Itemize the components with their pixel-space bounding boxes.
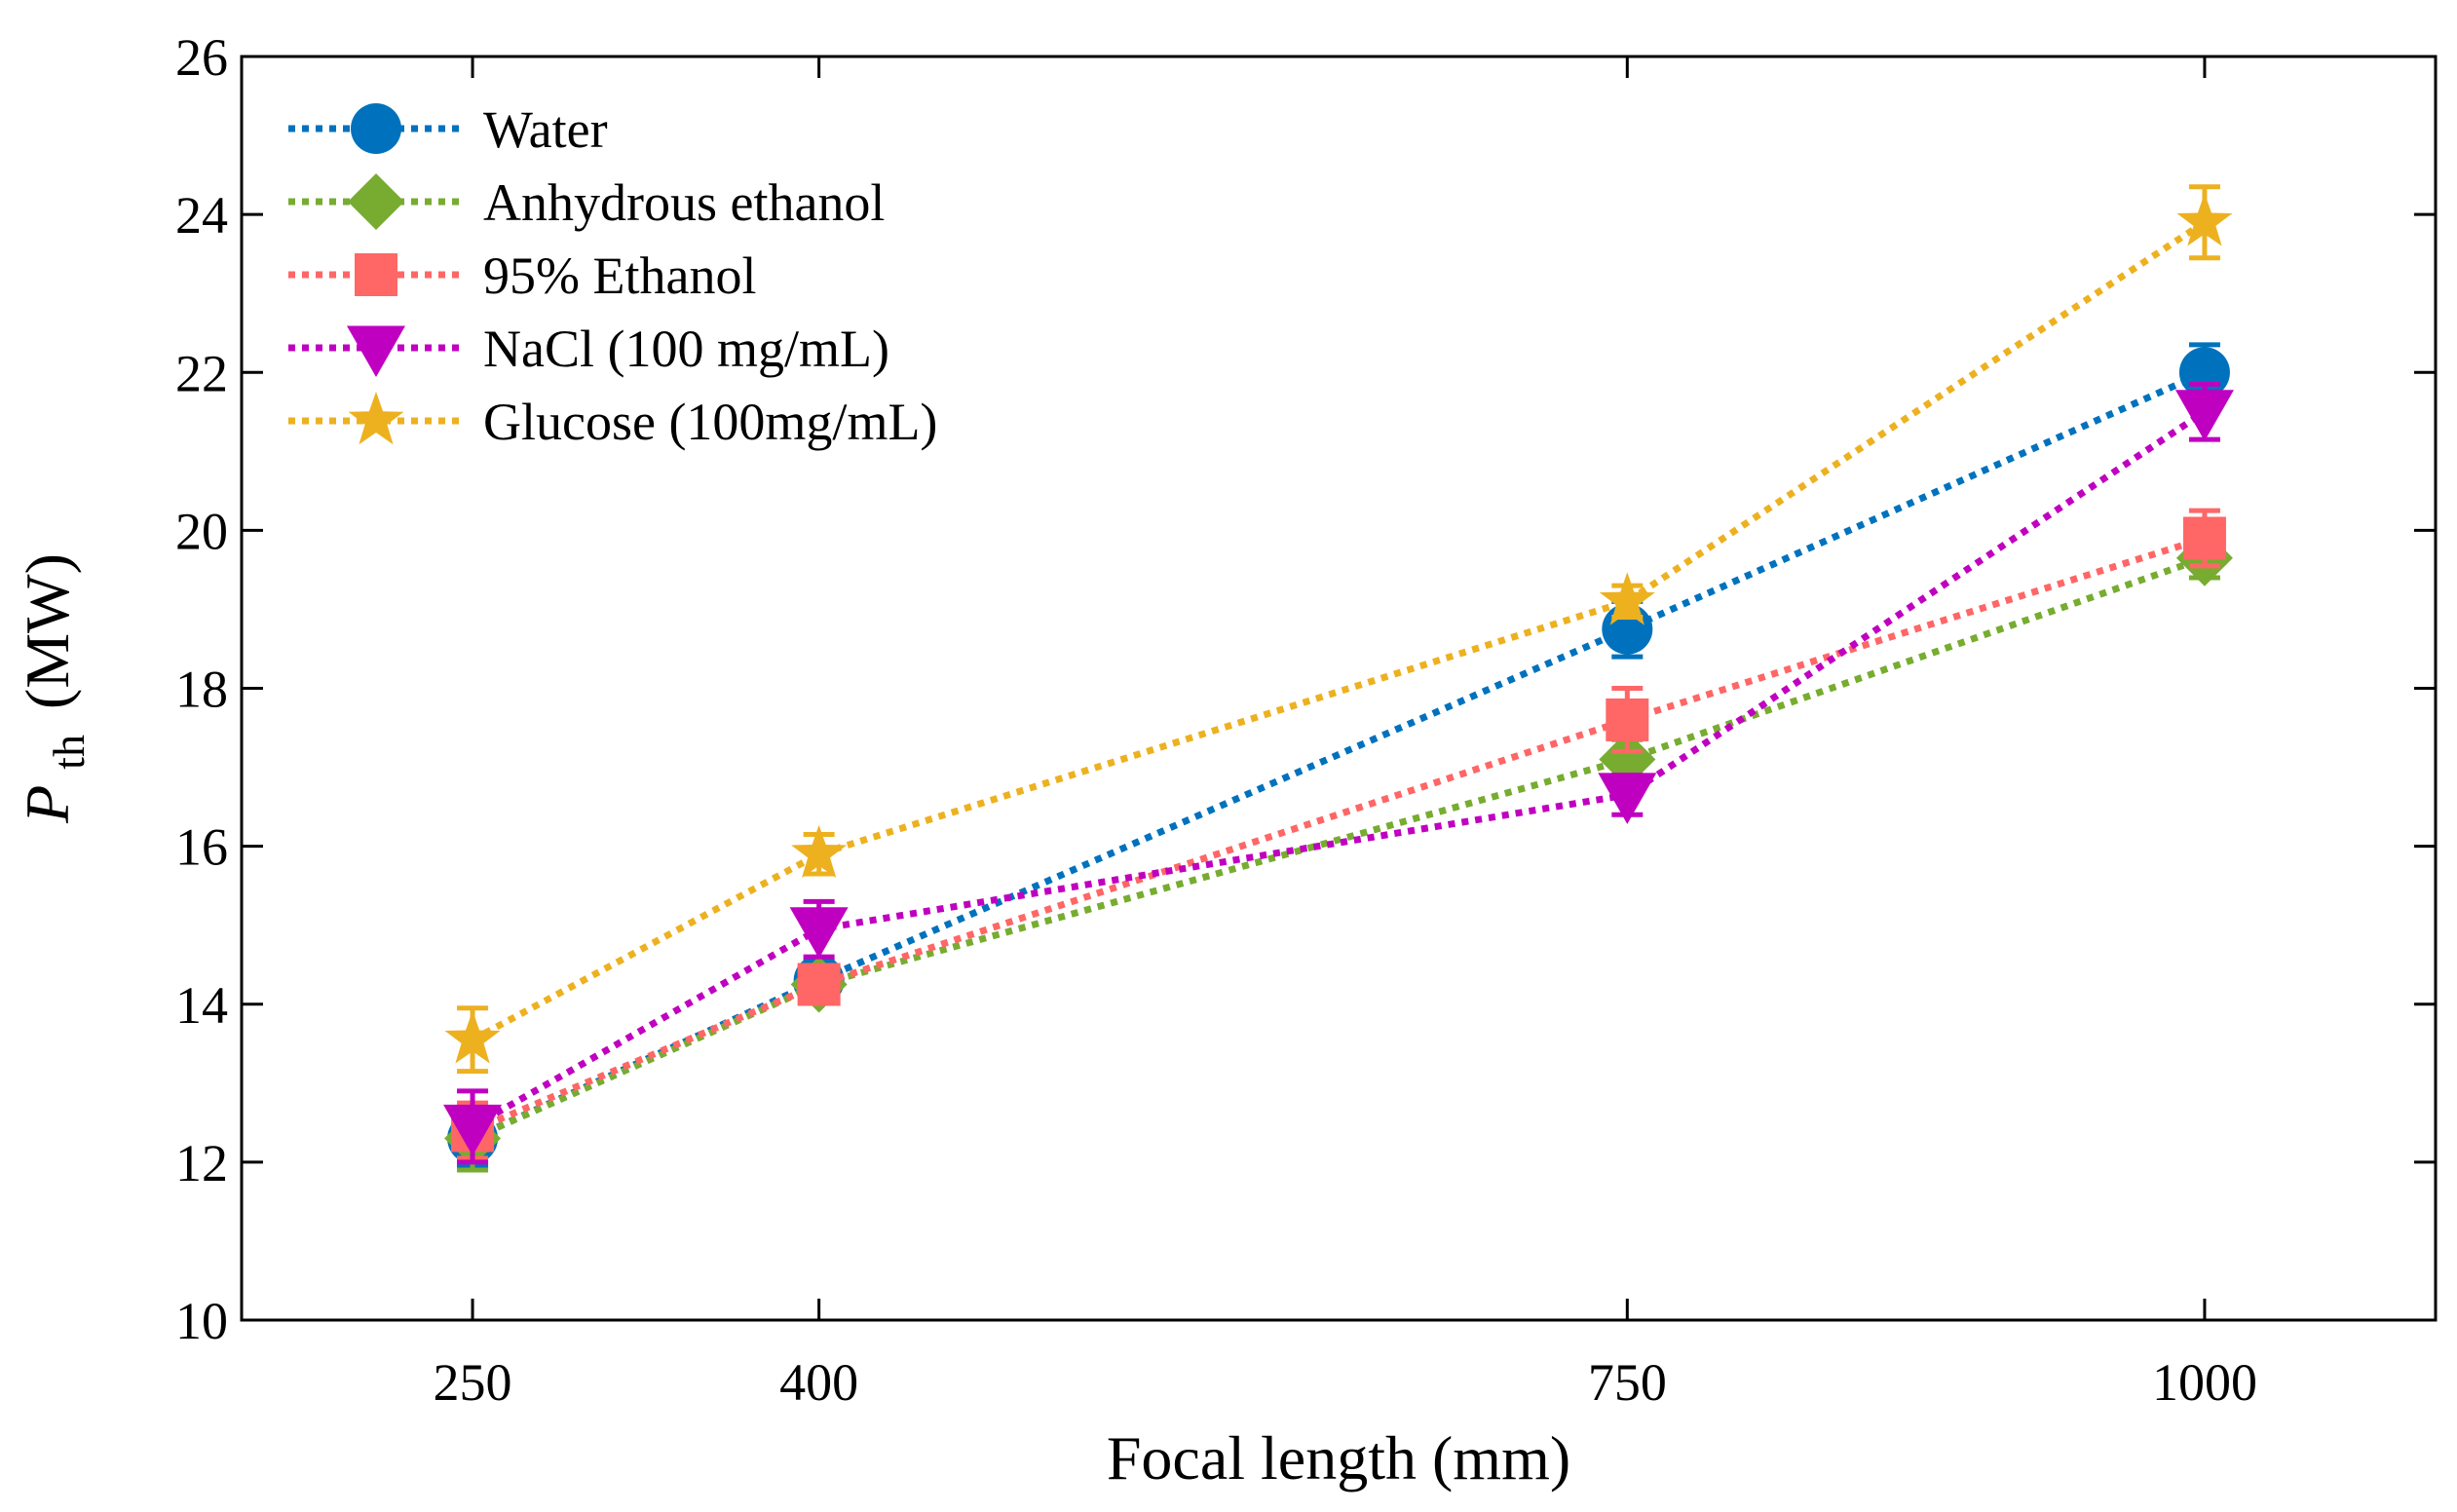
legend-entry-anhydrous-ethanol: Anhydrous ethanol (288, 173, 885, 232)
series-glucose-100mg-ml (444, 184, 2233, 1075)
legend-label-water: Water (483, 100, 608, 159)
legend-entry-glucose-100mg-ml: Glucose (100mg/mL) (288, 392, 937, 451)
legend-marker-95-ethanol (355, 253, 397, 296)
axis-labels: Focal length (mm) P th (MW) (13, 553, 1570, 1493)
y-tick-label: 14 (175, 976, 228, 1035)
x-axis-label: Focal length (mm) (1107, 1423, 1570, 1493)
data-point-glucose-100mg-ml (1599, 572, 1655, 625)
legend-label-95-ethanol: 95% Ethanol (483, 246, 756, 305)
y-tick-label: 24 (175, 186, 228, 245)
data-point-95-ethanol (797, 963, 841, 1006)
legend-entry-95-ethanol: 95% Ethanol (288, 246, 756, 305)
series-nacl-100-mg-ml (443, 381, 2234, 1165)
y-tick-label: 26 (175, 28, 228, 87)
data-point-glucose-100mg-ml (444, 1010, 501, 1064)
y-tick-label: 12 (175, 1134, 228, 1192)
x-tick-label: 400 (779, 1353, 858, 1412)
data-point-95-ethanol (1606, 698, 1649, 741)
y-axis-label-symbol: P (13, 785, 82, 824)
legend-entry-water: Water (288, 100, 608, 159)
legend: Water Anhydrous ethanol 95% Ethanol NaCl (1… (288, 100, 937, 451)
data-point-nacl-100-mg-ml (2174, 390, 2234, 441)
series-line-95-ethanol (471, 535, 2206, 1134)
legend-marker-nacl-100-mg-ml (347, 325, 405, 377)
legend-label-nacl-100-mg-ml: NaCl (100 mg/mL) (483, 320, 889, 378)
legend-marker-water (351, 103, 401, 154)
x-tick-label: 250 (434, 1353, 512, 1412)
y-axis-label-unit: (MW) (13, 553, 82, 709)
y-tick-label: 10 (175, 1292, 228, 1350)
series-line-nacl-100-mg-ml (471, 408, 2207, 1130)
legend-marker-glucose-100mg-ml (348, 392, 404, 445)
data-point-glucose-100mg-ml (2176, 193, 2233, 246)
series-line-water (471, 369, 2207, 1142)
y-axis-label-subscript: th (44, 735, 94, 770)
x-tick-label: 750 (1588, 1353, 1667, 1412)
legend-marker-anhydrous-ethanol (348, 173, 404, 230)
y-tick-label: 16 (175, 818, 228, 877)
axes: 10 12 14 16 18 20 22 24 26 250 400 750 1000 (175, 28, 2438, 1412)
data-point-nacl-100-mg-ml (789, 907, 849, 959)
legend-entry-nacl-100-mg-ml: NaCl (100 mg/mL) (288, 320, 889, 378)
x-tick-label: 1000 (2152, 1353, 2257, 1412)
legend-label-anhydrous-ethanol: Anhydrous ethanol (483, 173, 885, 232)
legend-label-glucose-100mg-ml: Glucose (100mg/mL) (483, 393, 937, 451)
data-point-nacl-100-mg-ml (443, 1104, 503, 1156)
y-tick-label: 22 (175, 344, 228, 402)
y-axis-label: P th (MW) (13, 553, 97, 824)
data-point-95-ethanol (2182, 516, 2226, 560)
series-line-glucose-100mg-ml (471, 219, 2207, 1043)
y-tick-label: 20 (175, 502, 228, 560)
data-point-glucose-100mg-ml (791, 824, 848, 878)
y-tick-label: 18 (175, 661, 228, 719)
series-layer (443, 184, 2234, 1173)
data-point-nacl-100-mg-ml (1598, 773, 1657, 824)
